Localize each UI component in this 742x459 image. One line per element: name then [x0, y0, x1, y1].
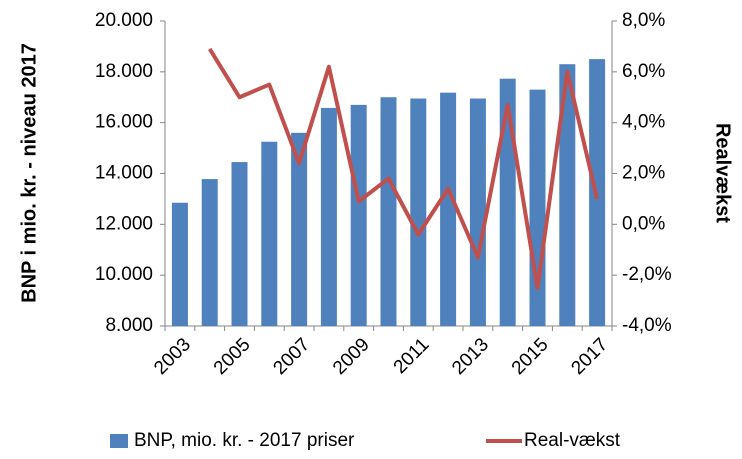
x-tick-label: 2007 [269, 334, 314, 379]
y-axis-title: BNP i mio. kr. - niveau 2017 [18, 43, 40, 303]
y-tick-label: 12.000 [95, 213, 153, 234]
y-tick-label: 8.000 [105, 315, 153, 336]
y-tick-label: 20.000 [95, 10, 153, 31]
bar [410, 98, 427, 326]
y2-tick-label: -2,0% [622, 264, 672, 285]
legend-swatch [110, 434, 128, 448]
bar [231, 162, 248, 326]
x-tick-label: 2009 [329, 334, 374, 379]
y2-tick-label: 0,0% [622, 213, 665, 234]
x-tick-label: 2017 [567, 334, 612, 379]
bar [291, 132, 308, 326]
line [207, 47, 600, 290]
y2-tick-label: 2,0% [622, 163, 665, 184]
y-tick-label: 10.000 [95, 264, 153, 285]
x-tick-label: 2003 [150, 334, 195, 379]
x-tick-label: 2015 [508, 334, 553, 379]
y-tick-label: 18.000 [95, 61, 153, 82]
y2-tick-label: -4,0% [622, 315, 672, 336]
y2-tick-label: 8,0% [622, 10, 665, 31]
bar [171, 202, 188, 326]
x-tick-label: 2011 [390, 334, 434, 378]
y-tick-label: 16.000 [95, 112, 153, 133]
y2-axis-title: Realvækst [712, 123, 734, 223]
bar [559, 64, 576, 326]
bar [469, 98, 486, 326]
legend-label: BNP, mio. kr. - 2017 priser [134, 430, 355, 451]
bar [261, 141, 278, 326]
y2-tick-label: 4,0% [622, 112, 665, 133]
bar [529, 89, 546, 326]
y2-tick-label: 6,0% [622, 61, 665, 82]
x-tick-label: 2013 [448, 334, 493, 379]
bar [320, 107, 337, 326]
y-tick-label: 14.000 [95, 163, 153, 184]
bar [201, 179, 218, 326]
bar [350, 104, 367, 326]
bar [440, 92, 457, 326]
bar [380, 97, 397, 326]
legend-label: Real-vækst [524, 430, 621, 451]
x-tick-label: 2005 [210, 334, 255, 379]
